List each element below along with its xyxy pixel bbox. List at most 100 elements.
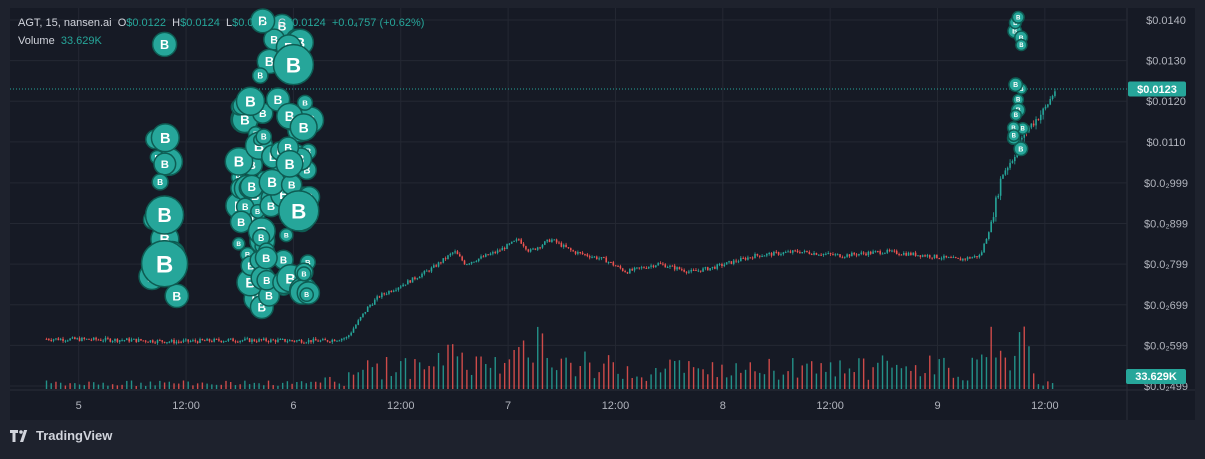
buy-marker[interactable]: B bbox=[251, 67, 269, 84]
tradingview-logo[interactable]: TradingView bbox=[10, 428, 112, 443]
buy-marker[interactable]: B bbox=[140, 239, 189, 288]
y-tick-label: $0.0130 bbox=[1146, 56, 1186, 68]
volume-bar bbox=[362, 369, 364, 389]
candle-body bbox=[579, 252, 582, 254]
candle-body bbox=[853, 252, 856, 255]
candle-body bbox=[988, 232, 990, 239]
candle-body bbox=[116, 338, 119, 342]
candle-body bbox=[513, 240, 515, 242]
volume-bar bbox=[1028, 346, 1030, 389]
buy-marker[interactable]: B bbox=[144, 195, 185, 235]
candle-body bbox=[794, 250, 796, 252]
candle-body bbox=[683, 269, 685, 272]
candle-body bbox=[1042, 108, 1044, 115]
buy-marker[interactable]: B bbox=[275, 149, 304, 178]
price-axis-area[interactable] bbox=[1127, 8, 1195, 390]
volume-bar bbox=[829, 362, 832, 389]
candle-body bbox=[747, 257, 749, 260]
symbol-label[interactable]: AGT, 15, nansen.ai bbox=[18, 17, 112, 29]
buy-marker[interactable]: B bbox=[272, 43, 315, 86]
candle-body bbox=[534, 248, 537, 250]
plot-area[interactable] bbox=[10, 8, 1127, 390]
buy-marker[interactable]: B bbox=[150, 123, 180, 153]
buy-marker[interactable]: B bbox=[1015, 38, 1028, 52]
ohlc-row: AGT, 15, nansen.ai O$0.0122 H$0.0124 L$0… bbox=[18, 14, 424, 32]
candle-body bbox=[931, 257, 933, 259]
candle-body bbox=[142, 340, 145, 342]
buy-marker[interactable]: B bbox=[279, 227, 294, 243]
volume-bar bbox=[844, 373, 846, 389]
buy-marker-label: B bbox=[1012, 28, 1017, 36]
candle-body bbox=[95, 337, 97, 340]
volume-bar bbox=[801, 365, 803, 389]
buy-marker[interactable]: B bbox=[231, 236, 246, 251]
candle-body bbox=[725, 262, 728, 265]
buy-marker[interactable]: B bbox=[1008, 77, 1024, 93]
buy-marker[interactable]: B bbox=[289, 113, 318, 142]
candle-body bbox=[789, 251, 792, 253]
buy-marker[interactable]: B bbox=[224, 147, 254, 176]
volume-bar bbox=[976, 359, 978, 389]
candle-body bbox=[107, 337, 109, 339]
buy-marker[interactable]: B bbox=[1013, 141, 1029, 157]
buy-marker[interactable]: B bbox=[151, 31, 178, 58]
candle-body bbox=[392, 290, 395, 292]
price-axis: $0.0140 $0.0130 $0.0120 $0.0110 $0.0₂999 $0.0… bbox=[1144, 15, 1188, 393]
buy-marker[interactable]: B bbox=[250, 8, 276, 34]
candle-body bbox=[149, 340, 152, 343]
buy-marker[interactable]: B bbox=[254, 246, 278, 270]
candle-body bbox=[192, 340, 194, 342]
volume-bar bbox=[702, 369, 704, 389]
candle-body bbox=[185, 339, 187, 341]
candle-body bbox=[914, 252, 917, 256]
buy-marker[interactable]: B bbox=[278, 190, 320, 232]
candle-body bbox=[357, 320, 360, 325]
buy-marker-label: B bbox=[245, 274, 255, 290]
candle-body bbox=[827, 253, 830, 255]
y-tick-label: $0.0120 bbox=[1146, 96, 1186, 108]
volume-bar bbox=[1047, 381, 1049, 389]
buy-marker[interactable]: B bbox=[296, 266, 312, 282]
candle-body bbox=[52, 339, 55, 341]
volume-bar bbox=[239, 384, 241, 389]
candle-body bbox=[610, 261, 612, 263]
buy-marker[interactable]: B bbox=[1011, 10, 1025, 24]
buy-marker[interactable]: B bbox=[235, 86, 266, 116]
volume-bar bbox=[555, 370, 558, 389]
volume-bar bbox=[631, 377, 633, 389]
volume-bar bbox=[1004, 357, 1007, 389]
buy-marker[interactable]: B bbox=[1007, 129, 1021, 142]
candle-body bbox=[220, 340, 223, 343]
time-axis-area[interactable] bbox=[10, 390, 1195, 420]
candle-body bbox=[803, 250, 806, 253]
candle-body bbox=[933, 254, 936, 258]
buy-marker[interactable]: B bbox=[1012, 93, 1025, 106]
candle-body bbox=[381, 293, 383, 298]
candle-body bbox=[362, 313, 364, 318]
candle-body bbox=[118, 340, 121, 342]
buy-marker[interactable]: B bbox=[153, 152, 177, 176]
candle-body bbox=[629, 269, 631, 274]
buy-marker[interactable]: B bbox=[255, 128, 273, 146]
buy-marker[interactable]: B bbox=[299, 287, 315, 303]
buy-marker-label: B bbox=[1021, 127, 1026, 133]
candle-body bbox=[924, 255, 926, 257]
volume-label[interactable]: Volume bbox=[18, 35, 55, 47]
candle-body bbox=[768, 253, 770, 255]
volume-bar bbox=[348, 372, 350, 389]
candle-body bbox=[940, 258, 943, 260]
buy-marker[interactable]: B bbox=[1009, 109, 1022, 122]
candle-body bbox=[834, 254, 837, 256]
candle-body bbox=[260, 339, 263, 341]
buy-marker[interactable]: B bbox=[151, 173, 169, 191]
candle-body bbox=[735, 260, 737, 262]
buy-marker-label: B bbox=[303, 166, 310, 177]
candle-body bbox=[1051, 95, 1054, 99]
volume-bar bbox=[263, 385, 265, 389]
buy-marker[interactable]: B bbox=[164, 283, 190, 309]
buy-marker[interactable]: B bbox=[296, 94, 314, 111]
volume-bar bbox=[267, 380, 270, 389]
volume-bar bbox=[201, 382, 204, 389]
